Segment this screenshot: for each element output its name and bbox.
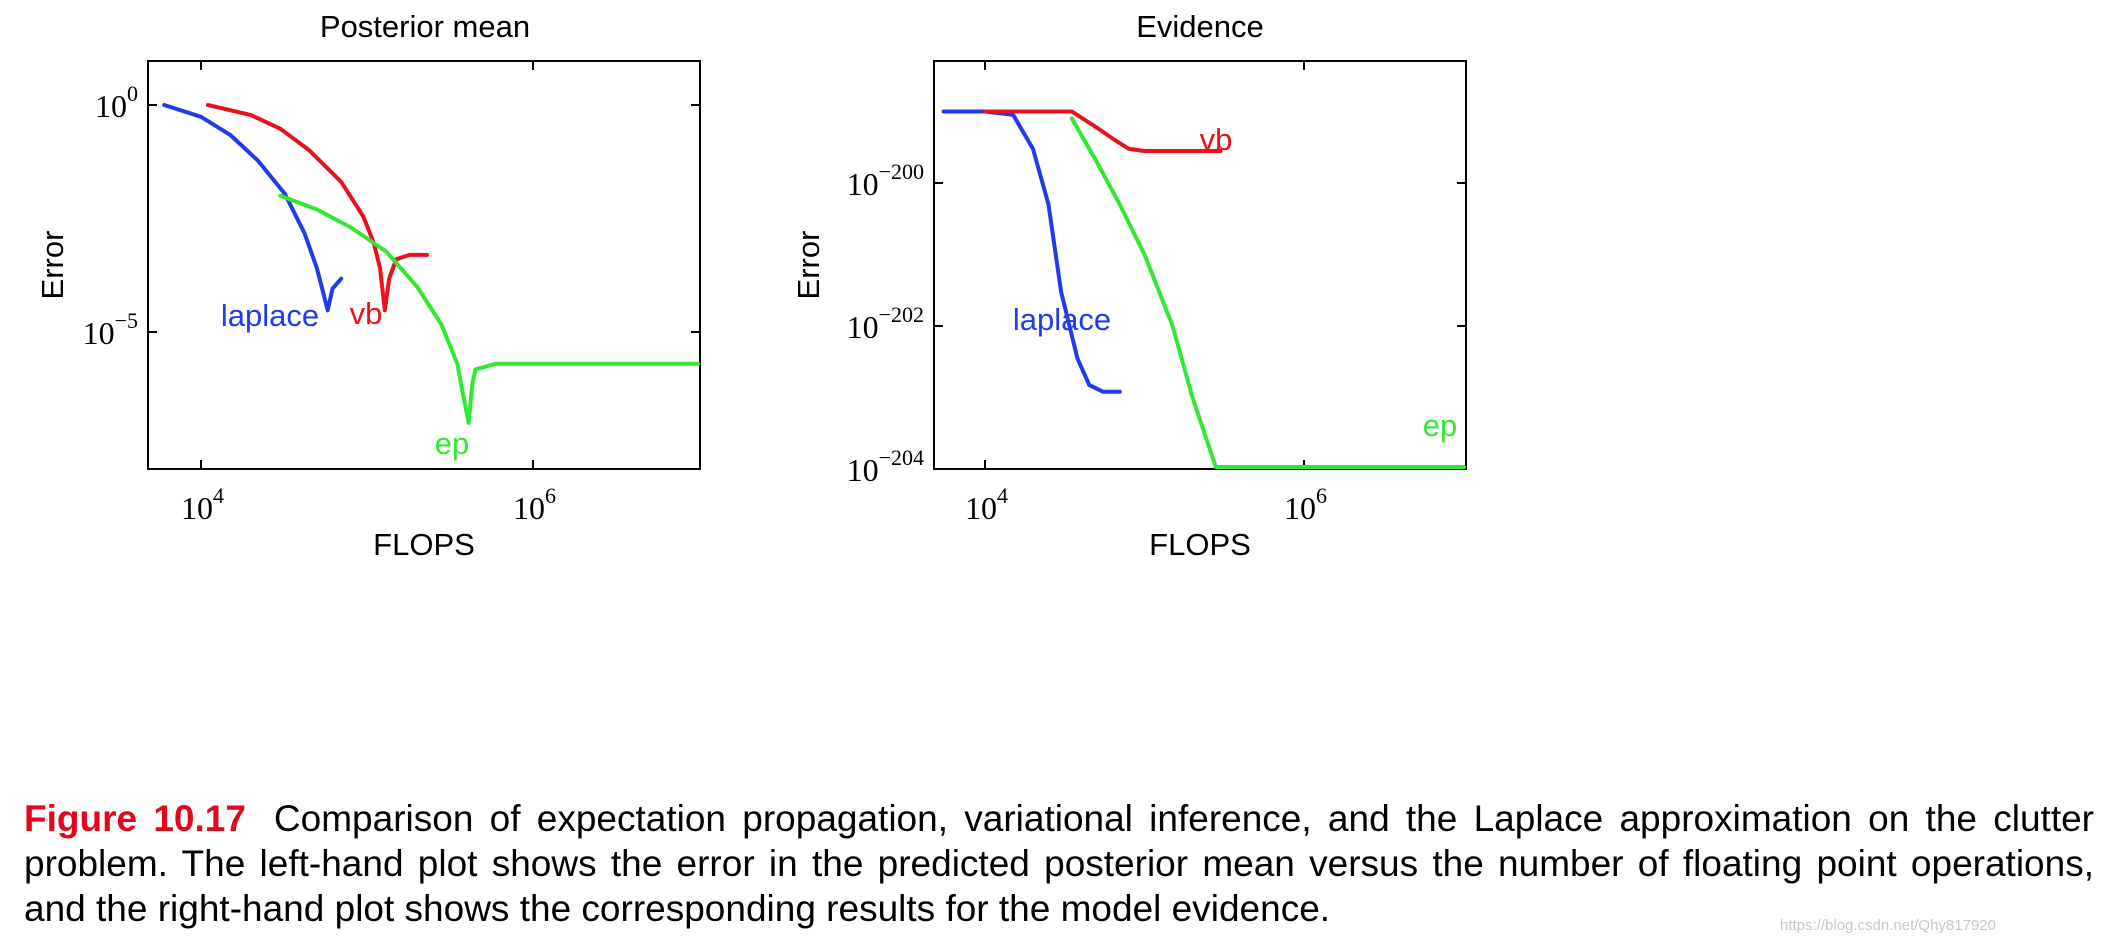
posterior-mean-ticks: 104 106 100 10−5 (83, 61, 700, 526)
posterior-mean-panel: Posterior mean FLOPS Error 104 106 100 10−5… (35, 9, 701, 562)
figure-caption: Figure 10.17 Comparison of expectation pr… (24, 796, 2094, 931)
posterior-mean-laplace-line (162, 103, 344, 313)
posterior-mean-laplace-label: laplace (221, 298, 319, 333)
posterior-mean-y-tick-label-0: 100 (95, 81, 138, 124)
posterior-mean-y-axis-label: Error (35, 231, 70, 300)
evidence-vb-label: vb (1200, 122, 1233, 157)
evidence-series-labels: laplace vb ep (1013, 122, 1457, 443)
posterior-mean-plot-frame (147, 60, 701, 470)
evidence-x-tick-label-6: 106 (1284, 483, 1327, 526)
evidence-y-axis-label: Error (791, 231, 826, 300)
evidence-y-tick-label-−202: 10−202 (847, 302, 924, 345)
posterior-mean-series-labels: laplace vb ep (221, 296, 469, 461)
evidence-laplace-label: laplace (1013, 302, 1111, 337)
posterior-mean-x-tick-label-6: 106 (513, 483, 556, 526)
evidence-panel: Evidence FLOPS Error 104 10610−20010−2021… (791, 9, 1467, 562)
watermark: https://blog.csdn.net/Qhy817920 (1780, 917, 1996, 934)
evidence-curves (941, 109, 1466, 469)
posterior-mean-x-tick-label-4: 104 (181, 483, 224, 526)
evidence-x-tick-label-4: 104 (965, 483, 1008, 526)
posterior-mean-title: Posterior mean (320, 9, 530, 44)
evidence-y-tick-label-−200: 10−200 (847, 159, 924, 202)
posterior-mean-vb-label: vb (350, 296, 383, 331)
evidence-ep-line (1069, 116, 1466, 469)
figure-canvas: Posterior mean FLOPS Error 104 106 100 10−5… (35, 9, 1467, 562)
evidence-y-tick-label-−204: 10−204 (847, 445, 924, 488)
figure-caption-text: Comparison of expectation propagation, v… (24, 798, 2094, 929)
posterior-mean-y-tick-label-−5: 10−5 (83, 308, 138, 351)
posterior-mean-ep-label: ep (435, 426, 469, 461)
evidence-ticks: 104 106 10−200 10−202 10−204 (847, 61, 1466, 526)
evidence-ep-label: ep (1423, 408, 1457, 443)
posterior-mean-x-axis-label: FLOPS (373, 527, 475, 562)
posterior-mean-curves (162, 103, 700, 425)
figure-caption-label: Figure 10.17 (24, 798, 246, 839)
evidence-vb-line (983, 109, 1223, 153)
evidence-plot-frame (933, 60, 1467, 470)
evidence-title: Evidence (1136, 9, 1264, 44)
posterior-mean-ep-line (278, 193, 700, 425)
evidence-x-axis-label: FLOPS (1149, 527, 1251, 562)
